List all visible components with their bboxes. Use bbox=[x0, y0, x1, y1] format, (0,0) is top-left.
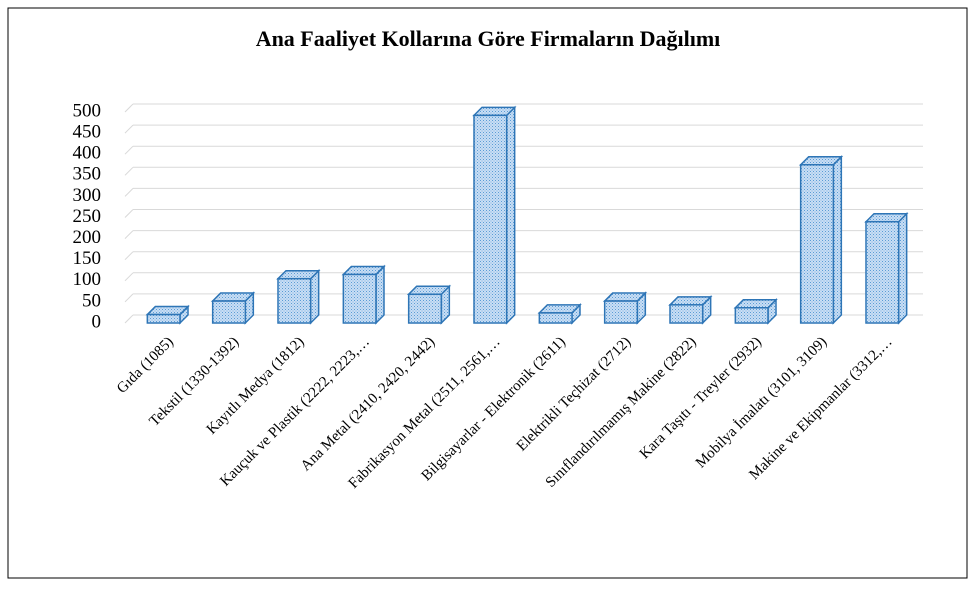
y-tick-label: 150 bbox=[73, 248, 102, 269]
bar-face bbox=[342, 273, 377, 324]
bar-face bbox=[341, 265, 386, 276]
y-tick-label: 100 bbox=[73, 269, 102, 290]
bar bbox=[341, 264, 386, 325]
grid-line-depth bbox=[124, 230, 134, 239]
grid-line-depth bbox=[124, 145, 134, 155]
bar bbox=[537, 303, 582, 325]
y-tick-label: 300 bbox=[73, 185, 102, 206]
bar-face bbox=[505, 105, 516, 325]
bar-face bbox=[798, 156, 844, 166]
grid-line-depth bbox=[124, 166, 134, 176]
bar-face bbox=[669, 304, 704, 324]
bar-face bbox=[734, 307, 769, 324]
bar-face bbox=[602, 292, 648, 302]
bar-face bbox=[538, 312, 573, 324]
bar bbox=[145, 304, 190, 325]
y-tick-label: 400 bbox=[73, 143, 102, 164]
bar-face bbox=[832, 154, 843, 325]
grid-line-depth bbox=[124, 251, 134, 261]
bar-face bbox=[473, 114, 508, 324]
bar-face bbox=[210, 292, 256, 302]
y-tick-label: 250 bbox=[73, 206, 102, 227]
bar-face bbox=[375, 264, 385, 325]
bar bbox=[472, 105, 517, 325]
grid-line-depth bbox=[124, 188, 134, 197]
bar-face bbox=[537, 304, 582, 314]
bar-face bbox=[407, 293, 443, 324]
bar-face bbox=[472, 106, 517, 117]
bar-face bbox=[146, 313, 181, 324]
bar bbox=[276, 268, 321, 325]
grid-line-depth bbox=[124, 293, 134, 303]
bar bbox=[406, 284, 452, 325]
bar bbox=[210, 291, 256, 325]
bar-face bbox=[668, 296, 713, 306]
bar-face bbox=[897, 211, 908, 325]
y-tick-label: 200 bbox=[73, 227, 102, 248]
bar-face bbox=[865, 220, 900, 324]
bar bbox=[798, 154, 844, 325]
bar bbox=[668, 295, 713, 325]
y-tick-label: 450 bbox=[73, 121, 102, 142]
y-tick-label: 0 bbox=[92, 311, 102, 332]
grid-line-depth bbox=[124, 272, 134, 282]
bar bbox=[733, 297, 778, 325]
bar-face bbox=[277, 277, 312, 324]
bar-face bbox=[406, 285, 452, 296]
grid-line-depth bbox=[124, 314, 134, 324]
bar bbox=[602, 291, 648, 325]
grid-line-depth bbox=[124, 103, 134, 113]
grid-line-depth bbox=[124, 124, 134, 134]
bar-face bbox=[145, 305, 190, 316]
bar-face bbox=[276, 269, 321, 280]
y-tick-label: 500 bbox=[73, 100, 102, 121]
chart-title: Ana Faaliyet Kollarına Göre Firmaların D… bbox=[256, 26, 721, 51]
bar-face bbox=[864, 212, 909, 223]
y-tick-label: 350 bbox=[73, 164, 102, 185]
grid-line-depth bbox=[124, 209, 134, 218]
bar-face bbox=[733, 299, 778, 309]
bar bbox=[864, 211, 909, 325]
bar-face bbox=[799, 164, 835, 324]
bar-face bbox=[211, 300, 247, 324]
y-tick-label: 50 bbox=[82, 290, 101, 311]
bar-face bbox=[603, 300, 639, 324]
